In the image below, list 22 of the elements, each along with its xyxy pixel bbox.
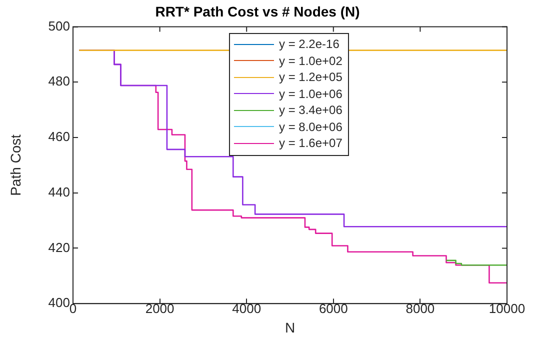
legend-label: y = 2.2e-16: [279, 36, 340, 52]
y-tick-label: 460: [48, 129, 70, 144]
y-tick-label: 420: [48, 240, 70, 255]
y-tick-label: 400: [48, 295, 70, 310]
y-axis-title: Path Cost: [7, 134, 24, 196]
y-tick-label: 480: [48, 74, 70, 89]
x-tick-label: 6000: [318, 300, 348, 316]
x-tick-label: 4000: [232, 300, 262, 316]
legend-label: y = 1.0e+06: [279, 86, 342, 102]
chart-title: RRT* Path Cost vs # Nodes (N): [155, 3, 360, 20]
x-tick-label: 10000: [488, 300, 526, 316]
y-tick-label: 500: [48, 18, 70, 34]
legend-label: y = 1.0e+02: [279, 52, 342, 69]
legend-label: y = 8.0e+06: [279, 118, 342, 135]
x-axis-title: N: [284, 319, 296, 336]
legend-label: y = 1.6e+07: [279, 135, 342, 152]
legend-label: y = 1.2e+05: [279, 69, 342, 86]
legend-label: y = 3.4e+06: [279, 102, 342, 118]
x-tick-label: 2000: [145, 300, 174, 316]
y-tick-label: 440: [48, 184, 70, 200]
x-tick-label: 0: [69, 300, 77, 316]
x-tick-label: 8000: [406, 300, 435, 316]
